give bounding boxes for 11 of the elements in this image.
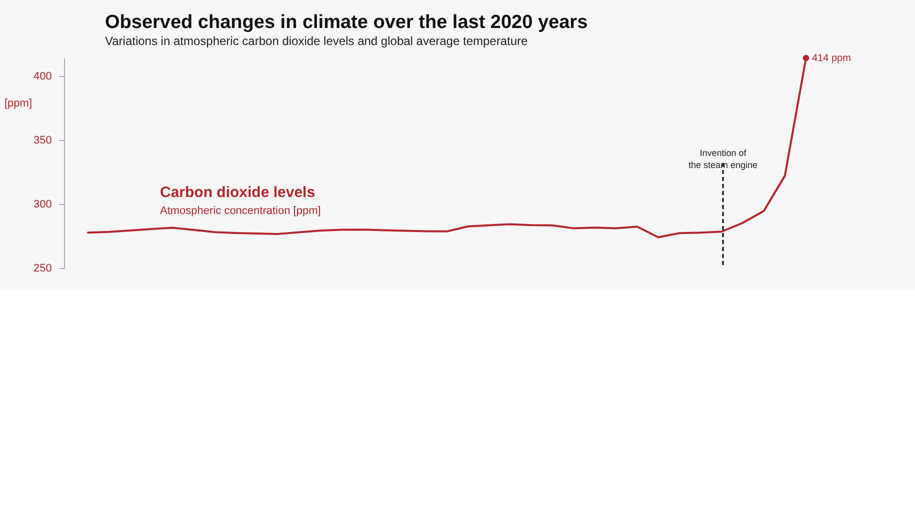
y-tick-label: 300 (34, 198, 52, 210)
data-label: 414 ppm (812, 53, 851, 64)
y-axis-title: [ppm] (4, 98, 32, 110)
chart-subtitle: Variations in atmospheric carbon dioxide levels and global average temperature (105, 34, 528, 48)
annotation: Invention of the steam engine (688, 148, 758, 170)
annotation: Atmospheric concentration [ppm] (160, 205, 321, 217)
y-tick-label: 350 (34, 134, 52, 146)
y-tick-label: 400 (34, 70, 52, 82)
y-tick-label: 250 (34, 262, 52, 274)
chart-title: Observed changes in climate over the last 2020 years (105, 12, 588, 33)
series-label: Carbon dioxide levels (160, 184, 316, 201)
